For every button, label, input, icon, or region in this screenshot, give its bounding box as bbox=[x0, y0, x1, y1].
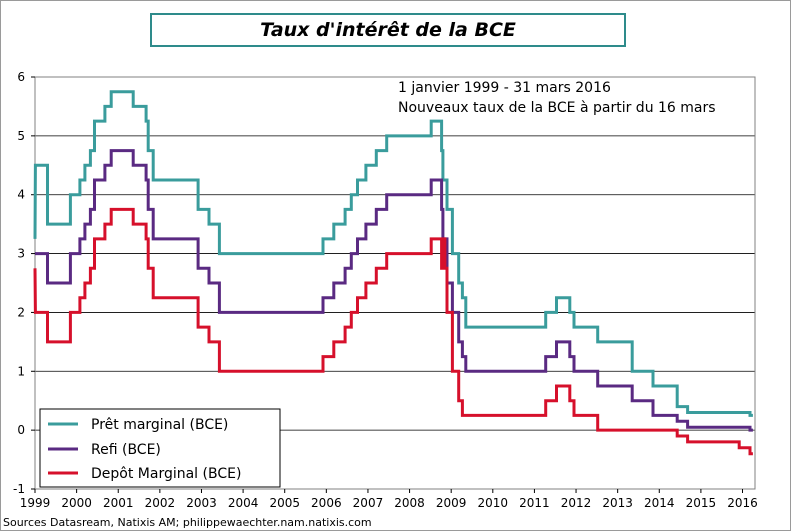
x-tick-label: 2014 bbox=[644, 496, 675, 510]
x-tick-label: 2008 bbox=[394, 496, 425, 510]
series-lines bbox=[33, 90, 753, 456]
y-tick-label: 4 bbox=[17, 188, 25, 202]
legend-box bbox=[39, 408, 281, 488]
x-tick-label: 2012 bbox=[561, 496, 592, 510]
series-line-refi bbox=[35, 149, 753, 432]
y-tick-label: 6 bbox=[17, 70, 25, 84]
x-tick-label: 2015 bbox=[686, 496, 717, 510]
x-tick-label: 2005 bbox=[269, 496, 300, 510]
x-tick-label: 2011 bbox=[519, 496, 550, 510]
x-tick-label: 2010 bbox=[478, 496, 509, 510]
x-tick-label: 2016 bbox=[727, 496, 758, 510]
y-tick-label: 1 bbox=[17, 364, 25, 378]
legend: Prêt marginal (BCE) Refi (BCE) Depôt Mar… bbox=[39, 408, 281, 488]
series-line-depot-marginal bbox=[33, 207, 753, 456]
x-tick-label: 2000 bbox=[61, 496, 92, 510]
x-tick-label: 1999 bbox=[20, 496, 51, 510]
y-tick-label: 5 bbox=[17, 129, 25, 143]
chart-title: Taux d'intérêt de la BCE bbox=[260, 19, 516, 41]
x-tick-label: 2013 bbox=[602, 496, 633, 510]
x-tick-label: 2002 bbox=[145, 496, 176, 510]
annotation-line-1: 1 janvier 1999 - 31 mars 2016 bbox=[398, 80, 611, 96]
x-axis-ticks: 1999 2000 2001 2002 2003 2004 2005 2006 2007 2008… bbox=[20, 489, 758, 510]
y-tick-label: 3 bbox=[17, 247, 25, 261]
legend-label-refi: Refi (BCE) bbox=[91, 442, 161, 458]
y-axis-ticks: -1 0 1 2 3 4 5 6 bbox=[13, 70, 35, 496]
x-tick-label: 2006 bbox=[311, 496, 342, 510]
legend-label-depot-marginal: Depôt Marginal (BCE) bbox=[91, 466, 241, 482]
x-tick-label: 2003 bbox=[186, 496, 217, 510]
x-tick-label: 2007 bbox=[353, 496, 384, 510]
y-tick-label: -1 bbox=[13, 482, 25, 496]
x-tick-label: 2009 bbox=[436, 496, 467, 510]
chart-title-box: Taux d'intérêt de la BCE bbox=[150, 13, 626, 47]
x-tick-label: 2001 bbox=[103, 496, 134, 510]
x-tick-label: 2004 bbox=[228, 496, 259, 510]
legend-label-pret-marginal: Prêt marginal (BCE) bbox=[91, 417, 228, 433]
y-tick-label: 0 bbox=[17, 423, 25, 437]
y-tick-label: 2 bbox=[17, 305, 25, 319]
annotation-line-2: Nouveaux taux de la BCE à partir du 16 m… bbox=[398, 100, 716, 116]
source-note: Sources Datasream, Natixis AM; philippew… bbox=[3, 516, 372, 529]
series-line-pret-marginal bbox=[33, 90, 753, 417]
